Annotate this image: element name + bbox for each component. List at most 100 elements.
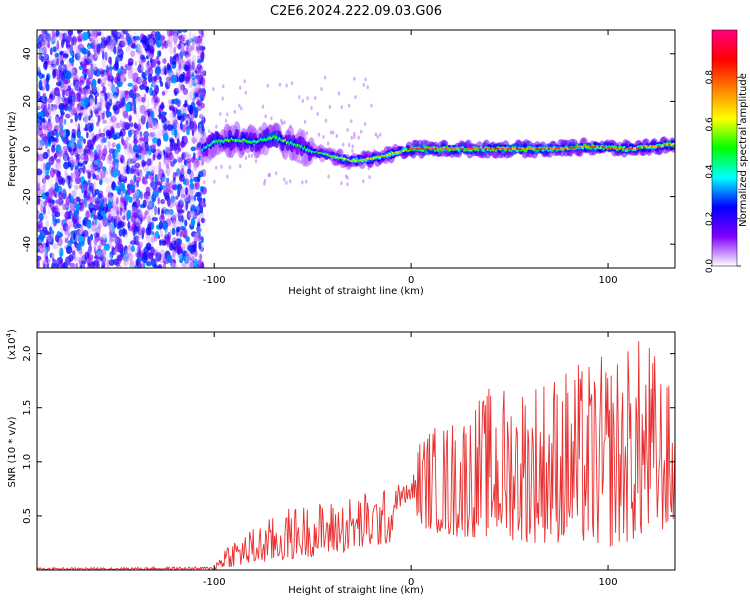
spectrogram-noise-mark — [177, 109, 182, 117]
spectrogram-noise-mark — [109, 84, 116, 92]
spectrogram-noise-mark — [199, 199, 204, 206]
spectrogram-signal-mark — [637, 147, 639, 150]
spectrogram-noise-mark — [107, 44, 114, 52]
spectrogram-noise-mark — [42, 35, 50, 43]
spectrogram-noise-mark — [151, 217, 158, 222]
spectrogram-noise-mark — [190, 211, 196, 217]
spectrogram-noise-mark — [173, 115, 179, 124]
spectrogram-noise-mark — [109, 41, 115, 50]
spectrogram-signal-mark — [374, 157, 376, 160]
spectrogram-signal-mark — [347, 158, 350, 161]
spectrogram-signal-mark — [658, 144, 660, 147]
spectrogram-noise-mark — [155, 251, 162, 262]
spectrogram-noise-mark — [122, 227, 126, 238]
spectrogram-signal-mark — [394, 151, 397, 154]
spectrogram-noise-mark — [45, 220, 49, 229]
spectrogram-noise-mark — [110, 115, 117, 123]
spectrogram-noise-mark — [145, 209, 149, 215]
spectrogram-noise-mark — [37, 168, 43, 176]
spectrogram-signal-mark — [312, 150, 314, 153]
spectrogram-noise-mark — [140, 62, 144, 71]
spectrogram-noise-mark — [65, 196, 71, 206]
spectrogram-noise-mark — [108, 213, 112, 221]
spectrogram-noise-mark — [180, 105, 185, 115]
spectrogram-noise-mark — [112, 30, 118, 38]
spectrogram-noise-mark — [157, 265, 162, 268]
spectrogram-noise-mark — [170, 195, 176, 203]
spectrogram-signal-mark — [593, 146, 595, 149]
spectrogram-signal-mark — [360, 159, 362, 162]
spectrogram-signal-mark — [539, 148, 541, 151]
spectrogram-noise-mark — [54, 87, 60, 92]
spectrogram-noise-mark — [63, 53, 69, 59]
spectrogram-signal-mark — [538, 147, 540, 150]
spectrogram-noise-mark — [139, 54, 145, 60]
spectrogram-noise-mark — [92, 57, 95, 67]
spectrogram-signal-mark — [358, 159, 361, 162]
spectrogram-noise-mark — [82, 229, 89, 238]
spectrogram-signal-mark — [575, 146, 577, 149]
spectrogram-noise-mark — [51, 144, 56, 153]
spectrogram-signal-mark — [328, 154, 330, 157]
spectrogram-noise-mark — [194, 209, 198, 216]
spectrogram-noise-mark — [82, 165, 86, 174]
spectrogram-noise-mark — [370, 103, 373, 108]
spectrogram-noise-mark — [131, 42, 136, 48]
spectrogram-signal-mark — [509, 148, 511, 151]
spectrogram-signal-mark — [455, 148, 457, 151]
spectrogram-noise-mark — [40, 42, 43, 48]
spectrogram-noise-mark — [64, 30, 68, 39]
spectrogram-noise-mark — [120, 94, 124, 100]
spectrogram-noise-mark — [261, 104, 265, 109]
spectrogram-noise-mark — [153, 85, 159, 93]
spectrogram-noise-mark — [180, 84, 185, 91]
spectrogram-noise-mark — [194, 181, 200, 191]
spectrogram-noise-mark — [44, 62, 48, 71]
spectrogram-noise-mark — [97, 115, 101, 124]
spectrogram-noise-mark — [168, 45, 175, 55]
spectrogram-noise-mark — [76, 223, 82, 228]
spectrogram-signal-mark — [225, 138, 227, 142]
spectrogram-noise-mark — [59, 118, 63, 124]
spectrogram-noise-mark — [132, 139, 139, 144]
spectrogram-signal-mark — [325, 153, 328, 156]
spectrogram-noise-mark — [199, 71, 204, 78]
spectrogram-noise-mark — [53, 107, 57, 117]
spectrogram-noise-mark — [70, 230, 77, 236]
spectrogram-noise-mark — [196, 191, 202, 198]
spectrogram-signal-mark — [510, 147, 512, 150]
spectrogram-noise-mark — [301, 98, 304, 103]
spectrogram-noise-mark — [193, 135, 198, 142]
spectrogram-noise-mark — [124, 144, 127, 150]
spectrogram-noise-mark — [135, 198, 141, 208]
spectrogram-noise-mark — [135, 258, 140, 267]
spectrogram-noise-mark — [64, 201, 69, 208]
spectrogram-noise-mark — [54, 182, 59, 193]
spectrogram-y-tick-label: 20 — [22, 95, 33, 108]
spectrogram-noise-mark — [244, 155, 248, 160]
spectrogram-noise-mark — [119, 182, 126, 192]
spectrogram-noise-mark — [74, 85, 81, 92]
spectrogram-noise-mark — [180, 55, 184, 63]
spectrogram-signal-mark — [583, 146, 585, 148]
spectrogram-noise-mark — [127, 69, 133, 80]
spectrogram-signal-mark — [634, 146, 636, 149]
spectrogram-signal-mark — [436, 148, 438, 150]
spectrogram-noise-mark — [71, 128, 76, 136]
spectrogram-noise-mark — [166, 166, 171, 177]
spectrogram-noise-mark — [90, 63, 94, 72]
spectrogram-noise-mark — [44, 53, 49, 61]
spectrogram-signal-mark — [662, 144, 664, 147]
spectrogram-noise-mark — [89, 131, 95, 138]
spectrogram-noise-mark — [50, 230, 55, 235]
spectrogram-noise-mark — [173, 119, 178, 126]
spectrogram-noise-mark — [123, 30, 127, 35]
spectrogram-noise-mark — [68, 156, 74, 163]
spectrogram-noise-mark — [96, 251, 103, 257]
spectrogram-noise-mark — [332, 130, 335, 135]
spectrogram-noise-mark — [42, 179, 47, 189]
spectrogram-noise-mark — [187, 168, 192, 175]
spectrogram-noise-mark — [157, 186, 162, 193]
spectrogram-noise-mark — [81, 262, 86, 268]
spectrogram-noise-mark — [149, 132, 156, 138]
